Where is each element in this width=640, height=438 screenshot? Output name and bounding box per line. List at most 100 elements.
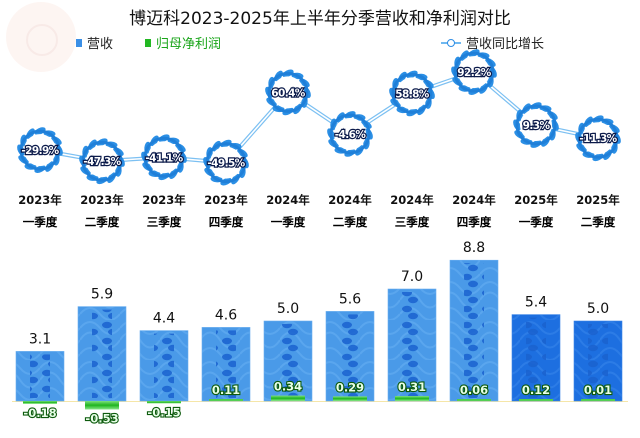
- x-axis-category-label: 2025年 二季度: [567, 192, 629, 230]
- marker-petal: [303, 86, 311, 99]
- revenue-bar-chain-texture: [402, 292, 422, 398]
- revenue-bar-chain-texture: [92, 309, 112, 398]
- category-quarter: 一季度: [270, 215, 306, 229]
- x-axis-category-label: 2023年 一季度: [9, 192, 71, 230]
- legend-item-net-profit[interactable]: 归母净利润: [145, 33, 221, 52]
- category-year: 2023年: [142, 193, 186, 207]
- marker-ring: [19, 129, 61, 171]
- marker-ring: [577, 117, 619, 159]
- revenue-growth-data-label: 92.2%: [457, 67, 492, 79]
- marker-center: [520, 109, 552, 142]
- marker-petal: [55, 144, 63, 156]
- watermark-logo: [6, 2, 76, 72]
- revenue-growth-data-label: -47.3%: [83, 156, 121, 168]
- category-quarter: 四季度: [208, 215, 244, 229]
- net-profit-bar: [147, 401, 181, 404]
- marker-petal: [613, 132, 621, 144]
- revenue-growth-line: [39, 69, 599, 165]
- marker-ring: [391, 72, 433, 114]
- marker-center: [210, 146, 242, 179]
- legend-swatch-revenue: [76, 38, 82, 47]
- x-axis-category-label: 2023年三季度: [133, 192, 195, 230]
- category-quarter: 三季度: [394, 215, 430, 229]
- marker-petal: [365, 128, 373, 140]
- revenue-data-label: 4.6: [215, 307, 237, 323]
- net-profit-bar: [23, 401, 57, 404]
- revenue-growth-data-label: -11.3%: [579, 133, 617, 145]
- marker-ring: [267, 71, 309, 113]
- net-profit-bar: [333, 396, 367, 401]
- revenue-growth-line-inner: [39, 71, 599, 164]
- net-profit-data-label: 0.11: [212, 383, 240, 397]
- legend-item-revenue[interactable]: 营收: [76, 33, 113, 52]
- revenue-growth-data-label: -49.5%: [207, 158, 245, 170]
- revenue-data-label: 5.9: [91, 287, 113, 303]
- net-profit-data-label: 0.34: [274, 380, 302, 394]
- legend-swatch-revenue-growth: [441, 38, 461, 47]
- revenue-growth-marker: -4.6%: [327, 111, 373, 157]
- revenue-bar-chain-texture: [216, 330, 236, 398]
- revenue-data-label: 8.8: [463, 240, 485, 256]
- chart-title: 博迈科2023-2025年上半年分季营收和净利润对比: [129, 9, 511, 29]
- net-profit-bar: [581, 399, 615, 401]
- category-year: 2024年: [390, 193, 434, 207]
- revenue-growth-marker: -47.3%: [79, 138, 125, 185]
- revenue-growth-marker: 92.2%: [451, 49, 497, 95]
- marker-center: [24, 134, 56, 167]
- category-quarter: 一季度: [518, 215, 554, 229]
- legend-swatch-net-profit: [145, 38, 151, 47]
- revenue-growth-marker: -49.5%: [203, 139, 249, 186]
- x-axis-category-label: 2024年四季度: [443, 192, 505, 230]
- revenue-growth-marker: 9.3%: [513, 102, 559, 148]
- revenue-growth-data-label: 9.3%: [523, 120, 551, 132]
- net-profit-bar: [271, 395, 305, 401]
- category-year: 2023年: [204, 193, 248, 207]
- marker-center: [148, 141, 180, 174]
- marker-ring: [329, 113, 371, 155]
- revenue-bar-chain-texture: [464, 263, 484, 398]
- net-profit-data-label: 0.12: [522, 383, 550, 397]
- marker-petal: [179, 151, 187, 163]
- marker-center: [458, 56, 490, 89]
- revenue-bar-chain-texture: [526, 317, 546, 398]
- net-profit-data-label: -0.15: [147, 405, 180, 419]
- category-year: 2024年: [266, 193, 310, 207]
- marker-center: [272, 76, 304, 109]
- net-profit-data-label: 0.01: [584, 383, 612, 397]
- revenue-bar-chain-texture: [340, 314, 360, 398]
- net-profit-data-label: 0.29: [336, 380, 364, 394]
- marker-petal: [241, 157, 249, 169]
- marker-petal: [117, 155, 125, 167]
- net-profit-data-label: -0.53: [85, 411, 118, 425]
- marker-ring: [81, 140, 123, 182]
- revenue-growth-marker: -11.3%: [575, 115, 621, 162]
- x-axis-category-label: 2025年 一季度: [505, 192, 567, 230]
- revenue-growth-marker: 58.8%: [389, 70, 435, 117]
- revenue-growth-data-label: 58.8%: [395, 88, 430, 100]
- category-quarter: 二季度: [580, 215, 616, 229]
- marker-center: [582, 122, 614, 155]
- legend-label-revenue-growth: 营收同比增长: [466, 37, 545, 52]
- legend-item-revenue-growth[interactable]: 营收同比增长: [441, 33, 544, 52]
- revenue-data-label: 4.4: [153, 311, 175, 327]
- category-quarter: 二季度: [84, 215, 120, 229]
- revenue-growth-marker: -29.9%: [17, 127, 63, 173]
- category-quarter: 三季度: [146, 215, 182, 229]
- x-axis-category-label: 2023年四季度: [195, 192, 257, 230]
- category-year: 2024年: [452, 193, 496, 207]
- net-profit-bar: [85, 401, 119, 410]
- category-quarter: 四季度: [456, 215, 492, 229]
- category-year: 2024年: [328, 193, 372, 207]
- revenue-data-label: 5.0: [277, 301, 299, 317]
- net-profit-bar: [457, 399, 491, 401]
- legend-label-net-profit: 归母净利润: [156, 37, 222, 52]
- revenue-bar-chain-texture: [154, 333, 174, 398]
- revenue-growth-data-label: -29.9%: [21, 145, 59, 157]
- revenue-data-label: 3.1: [29, 331, 51, 347]
- revenue-growth-data-label: 60.4%: [271, 87, 306, 99]
- revenue-data-label: 5.4: [525, 295, 547, 311]
- category-quarter: 二季度: [332, 215, 368, 229]
- marker-ring: [143, 136, 185, 178]
- net-profit-data-label: 0.31: [398, 380, 426, 394]
